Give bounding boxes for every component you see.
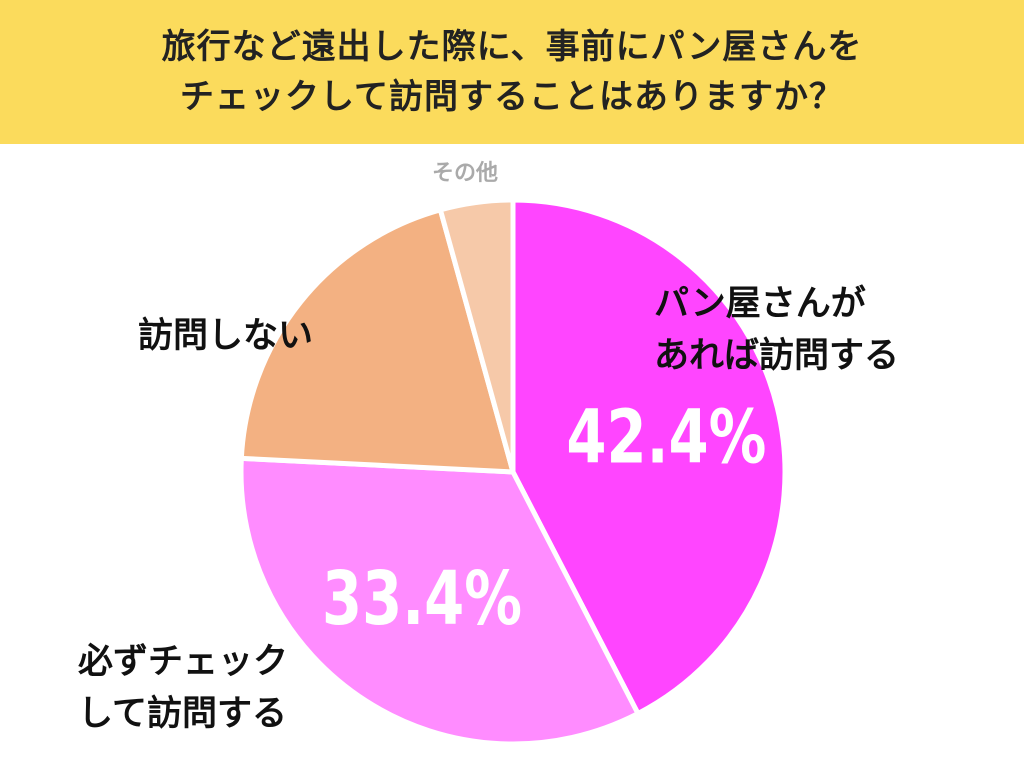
legend-label-no-visit: 訪問しない: [138, 316, 314, 356]
legend-label-other: その他: [432, 161, 499, 186]
title-line-1: 旅行など遠出した際に、事前にパン屋さんを: [161, 27, 863, 67]
legend-label-bakery: パン屋さんが あれば訪問する: [654, 284, 900, 376]
legend-label-check: 必ずチェック して訪問する: [78, 642, 289, 734]
slice-bakery: [510, 197, 788, 717]
slice-other: [437, 197, 516, 475]
title-line-2: チェックして訪問することはありますか？: [180, 77, 844, 117]
slice-check: [238, 455, 641, 747]
title-banner: 旅行など遠出した際に、事前にパン屋さんを チェックして訪問することはありますか？: [0, 0, 1024, 144]
data-label-check: 33.4%: [322, 556, 522, 642]
slice-no-visit: [238, 207, 516, 475]
data-label-bakery: 42.4%: [566, 395, 766, 481]
